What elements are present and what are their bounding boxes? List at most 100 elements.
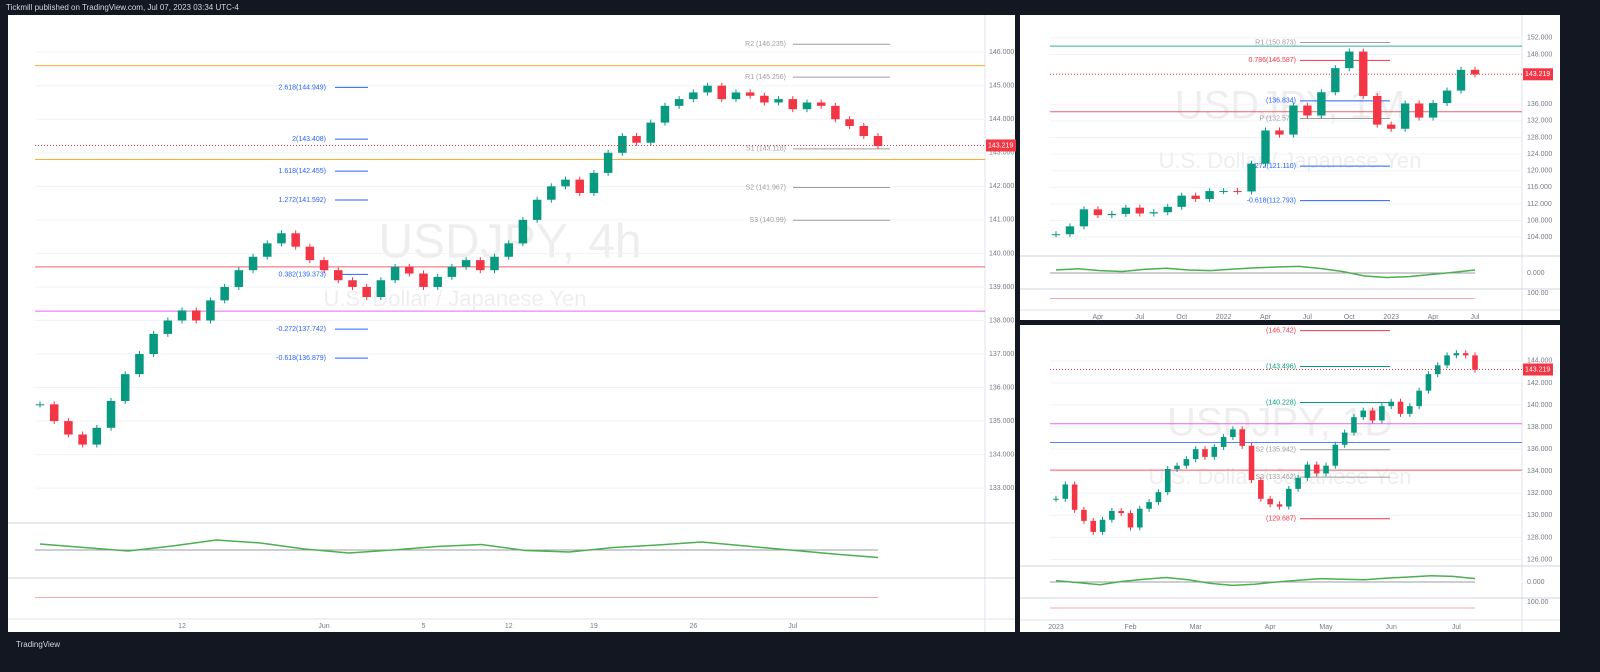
candle-body bbox=[1351, 417, 1357, 433]
candle-body bbox=[92, 427, 102, 445]
candle-body bbox=[1397, 401, 1404, 414]
candle-body bbox=[1276, 504, 1283, 507]
candle-body bbox=[1233, 191, 1242, 193]
level-label: 1.618(142.455) bbox=[279, 168, 326, 175]
y-tick-label: 136.000 bbox=[1527, 446, 1552, 453]
y-tick-label: 138.000 bbox=[1527, 424, 1552, 431]
candle-body bbox=[476, 260, 485, 271]
candle-body bbox=[1155, 492, 1162, 503]
last-price-badge bbox=[1523, 363, 1553, 376]
candle-body bbox=[1107, 213, 1117, 216]
candle-body bbox=[689, 92, 698, 100]
candle-body bbox=[1332, 444, 1339, 466]
candle-body bbox=[191, 310, 201, 321]
candle-body bbox=[646, 122, 656, 143]
y-tick-label: 134.000 bbox=[989, 451, 1014, 458]
x-tick-label: Jul bbox=[1135, 314, 1144, 321]
symbol-watermark: USDJPY, 4h bbox=[378, 216, 641, 269]
y-tick-label: 136.000 bbox=[1527, 101, 1552, 108]
candle-body bbox=[376, 280, 386, 298]
candle-body bbox=[1453, 353, 1460, 356]
y-tick-label: 136.000 bbox=[989, 384, 1014, 391]
y-tick-label: 104.000 bbox=[1527, 234, 1552, 241]
x-tick-label: 5 bbox=[422, 623, 426, 630]
y-tick-label: 143.000 bbox=[989, 150, 1014, 157]
candle-body bbox=[1247, 163, 1256, 192]
level-label: (129.687) bbox=[1266, 516, 1296, 523]
candle-body bbox=[1079, 209, 1089, 227]
candle-body bbox=[248, 256, 258, 271]
candle-body bbox=[1360, 410, 1367, 418]
candle-body bbox=[802, 102, 812, 110]
candle-body bbox=[873, 136, 883, 147]
level-label: R1 (150.873) bbox=[1255, 39, 1296, 46]
candle-body bbox=[1387, 124, 1396, 129]
candle-body bbox=[1127, 513, 1134, 528]
candle-body bbox=[1400, 103, 1410, 129]
level-label: P (132.572) bbox=[1260, 115, 1296, 122]
y-tick-label: 128.000 bbox=[1527, 534, 1552, 541]
candle-body bbox=[1462, 353, 1469, 356]
x-tick-label: Apr bbox=[1260, 314, 1272, 321]
oscillator-axis-label: 100.00 bbox=[1527, 290, 1549, 297]
candle-body bbox=[1359, 51, 1368, 96]
y-tick-label: 139.000 bbox=[989, 284, 1014, 291]
y-tick-label: 144.000 bbox=[989, 116, 1014, 123]
candle-body bbox=[1109, 510, 1115, 520]
description-watermark: U.S. Dollar / Japanese Yen bbox=[1149, 464, 1412, 489]
candle-body bbox=[1239, 429, 1246, 446]
candle-body bbox=[1093, 209, 1103, 216]
candle-body bbox=[816, 102, 826, 106]
candle-body bbox=[1313, 464, 1320, 474]
candle-body bbox=[78, 434, 87, 445]
candle-body bbox=[1345, 51, 1354, 69]
y-tick-label: 120.000 bbox=[1527, 168, 1552, 175]
candle-body bbox=[1261, 130, 1270, 164]
candle-body bbox=[1219, 191, 1228, 193]
level-label: S2 (141.967) bbox=[746, 184, 786, 191]
candle-body bbox=[291, 233, 300, 247]
candle-body bbox=[1146, 502, 1152, 509]
candle-body bbox=[504, 243, 513, 257]
y-tick-label: 132.000 bbox=[1527, 118, 1552, 125]
last-price-label: 143.219 bbox=[1525, 366, 1550, 373]
x-tick-label: 26 bbox=[689, 623, 697, 630]
y-tick-label: 144.000 bbox=[1527, 358, 1552, 365]
y-tick-label: 116.000 bbox=[1527, 184, 1552, 191]
level-label: 2.618(144.949) bbox=[279, 84, 326, 91]
x-tick-label: Oct bbox=[1176, 314, 1187, 321]
candle-body bbox=[1211, 446, 1218, 457]
description-watermark: U.S. Dollar / Japanese Yen bbox=[1159, 148, 1422, 173]
candle-body bbox=[319, 260, 329, 271]
candle-body bbox=[163, 320, 173, 334]
candle-body bbox=[632, 136, 641, 143]
x-tick-label: Oct bbox=[1344, 314, 1355, 321]
candle-body bbox=[1470, 69, 1480, 75]
candle-body bbox=[1191, 195, 1200, 199]
level-label: S3 (133.462) bbox=[1256, 474, 1296, 481]
candle-body bbox=[1081, 509, 1087, 521]
x-tick-label: 12 bbox=[178, 623, 186, 630]
y-tick-label: 142.000 bbox=[989, 183, 1014, 190]
y-tick-label: 141.000 bbox=[989, 217, 1014, 224]
candle-body bbox=[745, 92, 755, 96]
candle-body bbox=[1258, 480, 1264, 499]
candle-body bbox=[405, 266, 414, 274]
level-label: -0.618(136.879) bbox=[276, 355, 326, 362]
y-tick-label: 108.000 bbox=[1527, 217, 1552, 224]
candle-body bbox=[1379, 406, 1385, 421]
candle-body bbox=[1220, 437, 1227, 447]
candle-body bbox=[206, 300, 215, 321]
candle-body bbox=[135, 354, 144, 375]
level-label: 1.272(141.592) bbox=[279, 197, 326, 204]
x-tick-label: Jul bbox=[1303, 314, 1312, 321]
level-label: R2 (146.235) bbox=[745, 41, 786, 48]
candle-body bbox=[547, 186, 556, 200]
chart-panel bbox=[8, 15, 1015, 632]
oscillator-line bbox=[1055, 265, 1476, 279]
x-tick-label: Jul bbox=[788, 623, 797, 630]
level-label: S2 (135.942) bbox=[1256, 447, 1296, 454]
candle-body bbox=[106, 400, 116, 428]
x-tick-label: Jul bbox=[1452, 624, 1461, 631]
